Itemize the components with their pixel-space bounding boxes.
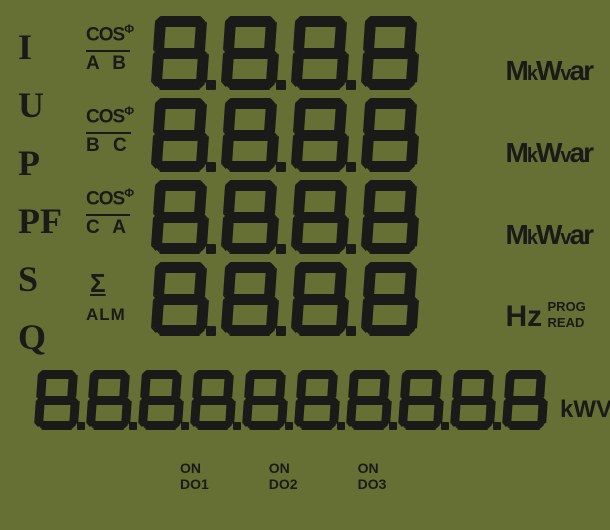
label-s: S (18, 250, 62, 308)
seven-seg-digit (358, 178, 422, 256)
unit-kwar: MkWvar (506, 219, 592, 251)
main-digit-display (148, 12, 422, 340)
seven-seg-digit (136, 368, 186, 432)
seven-seg-digit (148, 96, 212, 174)
unit-row-2: MkWvar (506, 112, 592, 194)
hz-label: Hz (506, 300, 543, 333)
unit-column: MkWvar MkWvar MkWvar Hz PROG READ (506, 30, 592, 358)
hz-prog-read: Hz PROG READ (506, 300, 543, 334)
label-u: U (18, 76, 62, 134)
unit-row-1: MkWvar (506, 30, 592, 112)
unit-row-3: MkWvar (506, 194, 592, 276)
digital-output-row: ON DO1 ON DO2 ON DO3 (180, 460, 386, 492)
seven-seg-digit (218, 14, 282, 92)
seven-seg-digit (218, 96, 282, 174)
sigma-alm-group: Σ ALM (86, 268, 133, 350)
phase-indicator-column: COSΦ A B COSΦ B C COSΦ C A Σ ALM (86, 22, 133, 350)
sigma-icon: Σ (86, 268, 133, 299)
prog-label: PROG (548, 300, 586, 314)
digit-row-4 (148, 258, 422, 340)
seven-seg-digit (288, 178, 352, 256)
seven-seg-digit (448, 368, 498, 432)
digit-row-2 (148, 94, 422, 176)
do3-indicator: ON DO3 (358, 460, 387, 492)
phase-ca-group: COSΦ C A (86, 186, 133, 268)
label-p: P (18, 134, 62, 192)
label-pf: PF (18, 192, 62, 250)
seven-seg-digit (396, 368, 446, 432)
seven-seg-digit (344, 368, 394, 432)
do1-indicator: ON DO1 (180, 460, 209, 492)
seven-seg-digit (288, 260, 352, 338)
seven-seg-digit (500, 368, 550, 432)
energy-digit-row: kWVarh (32, 368, 610, 432)
seven-seg-digit (148, 14, 212, 92)
unit-kwar: MkWvar (506, 137, 592, 169)
do2-indicator: ON DO2 (269, 460, 298, 492)
seven-seg-digit (358, 260, 422, 338)
kwarh-unit: kWVarh (560, 396, 610, 424)
seven-seg-digit (188, 368, 238, 432)
seven-seg-digit (148, 260, 212, 338)
unit-row-4: Hz PROG READ (506, 276, 592, 358)
phase-bc: B C (86, 132, 131, 157)
seven-seg-digit (218, 178, 282, 256)
measurement-type-labels: I U P PF S Q (18, 18, 62, 366)
alm-label: ALM (86, 305, 133, 325)
seven-seg-digit (240, 368, 290, 432)
digit-row-3 (148, 176, 422, 258)
seven-seg-digit (358, 96, 422, 174)
phase-ab-group: COSΦ A B (86, 22, 133, 104)
cosphi-label: COSΦ (86, 22, 133, 46)
phase-ca: C A (86, 214, 130, 239)
seven-seg-digit (292, 368, 342, 432)
label-i: I (18, 18, 62, 76)
seven-seg-digit (288, 14, 352, 92)
label-q: Q (18, 308, 62, 366)
cosphi-label: COSΦ (86, 104, 133, 128)
seven-seg-digit (32, 368, 82, 432)
phase-bc-group: COSΦ B C (86, 104, 133, 186)
seven-seg-digit (148, 178, 212, 256)
phase-ab: A B (86, 50, 130, 75)
seven-seg-digit (218, 260, 282, 338)
cosphi-label: COSΦ (86, 186, 133, 210)
unit-kwar: MkWvar (506, 55, 592, 87)
read-label: READ (548, 316, 585, 330)
digit-row-1 (148, 12, 422, 94)
seven-seg-digit (288, 96, 352, 174)
seven-seg-digit (84, 368, 134, 432)
seven-seg-digit (358, 14, 422, 92)
